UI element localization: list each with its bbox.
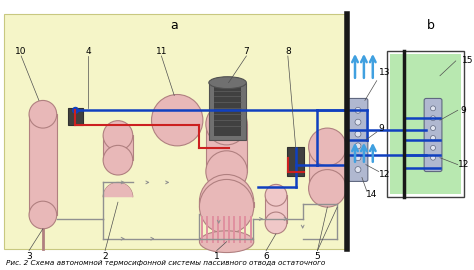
Circle shape <box>355 155 361 161</box>
FancyBboxPatch shape <box>287 147 304 176</box>
Text: 14: 14 <box>366 190 377 199</box>
Ellipse shape <box>200 231 254 252</box>
Ellipse shape <box>265 184 287 206</box>
Ellipse shape <box>309 128 346 166</box>
Circle shape <box>430 106 436 111</box>
FancyBboxPatch shape <box>68 108 83 125</box>
FancyBboxPatch shape <box>206 124 247 171</box>
Ellipse shape <box>309 170 346 207</box>
Text: b: b <box>427 19 435 32</box>
Text: 2: 2 <box>102 252 108 261</box>
FancyBboxPatch shape <box>309 147 346 188</box>
Circle shape <box>73 107 78 113</box>
Text: 11: 11 <box>155 46 167 56</box>
Text: 8: 8 <box>285 46 291 56</box>
FancyBboxPatch shape <box>348 99 368 181</box>
Text: 3: 3 <box>26 252 32 261</box>
Text: 9: 9 <box>461 106 466 115</box>
Ellipse shape <box>209 77 246 89</box>
Ellipse shape <box>200 180 254 234</box>
Ellipse shape <box>29 100 57 128</box>
FancyBboxPatch shape <box>387 51 464 197</box>
Circle shape <box>430 126 436 131</box>
Text: 12: 12 <box>458 160 469 169</box>
Text: 13: 13 <box>379 68 391 77</box>
FancyBboxPatch shape <box>4 14 348 249</box>
Ellipse shape <box>265 212 287 234</box>
Ellipse shape <box>206 103 247 145</box>
FancyBboxPatch shape <box>214 87 241 136</box>
FancyBboxPatch shape <box>348 14 466 249</box>
FancyBboxPatch shape <box>103 136 133 160</box>
Ellipse shape <box>29 201 57 229</box>
Circle shape <box>355 143 361 149</box>
Circle shape <box>355 107 361 113</box>
Ellipse shape <box>103 145 133 175</box>
Text: 10: 10 <box>15 46 27 56</box>
Text: Рис. 2 Схема автономной термосифонной системы пассивного отвода остаточного: Рис. 2 Схема автономной термосифонной си… <box>6 260 326 266</box>
Circle shape <box>430 136 436 140</box>
FancyBboxPatch shape <box>209 83 246 140</box>
Text: 1: 1 <box>214 252 219 261</box>
Circle shape <box>355 131 361 137</box>
FancyBboxPatch shape <box>29 114 57 215</box>
Circle shape <box>430 145 436 150</box>
Ellipse shape <box>206 151 247 192</box>
Text: 4: 4 <box>85 46 91 56</box>
Text: 9: 9 <box>379 124 384 133</box>
Text: 5: 5 <box>315 252 320 261</box>
Circle shape <box>355 167 361 173</box>
Ellipse shape <box>200 174 254 229</box>
FancyBboxPatch shape <box>265 195 287 223</box>
Circle shape <box>355 119 361 125</box>
Circle shape <box>430 155 436 160</box>
Ellipse shape <box>103 121 133 150</box>
FancyBboxPatch shape <box>200 202 254 207</box>
Text: 12: 12 <box>379 170 390 179</box>
FancyBboxPatch shape <box>424 99 442 171</box>
Text: a: a <box>170 19 178 32</box>
Wedge shape <box>103 183 133 197</box>
Ellipse shape <box>152 94 203 146</box>
Text: 7: 7 <box>244 46 249 56</box>
Circle shape <box>430 116 436 121</box>
Text: 15: 15 <box>462 56 474 65</box>
Text: 6: 6 <box>263 252 269 261</box>
FancyBboxPatch shape <box>390 54 461 194</box>
